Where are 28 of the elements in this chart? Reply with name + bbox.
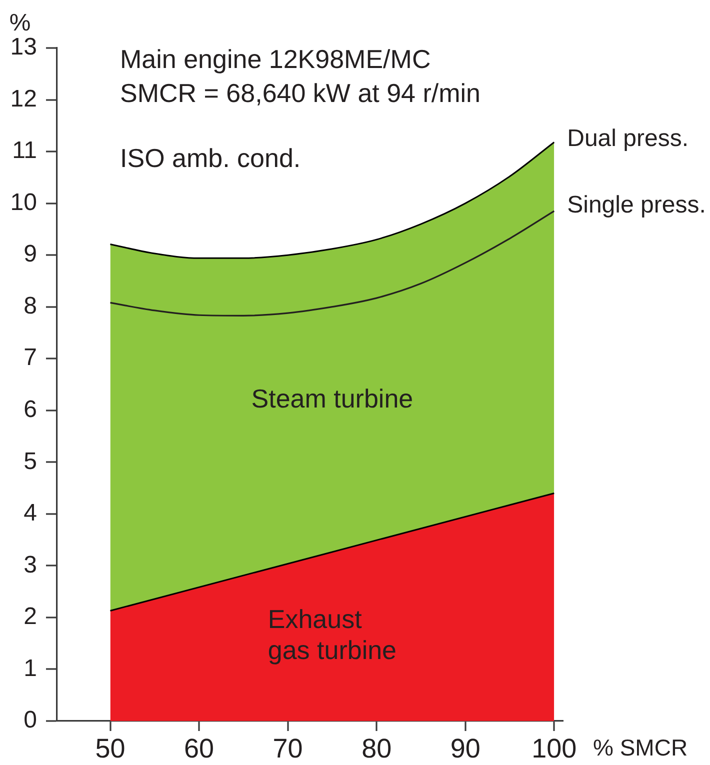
- y-tick-label: 0: [24, 706, 37, 734]
- y-tick-label: 1: [24, 654, 37, 682]
- y-tick-label: 9: [24, 240, 37, 268]
- y-tick-label: 3: [24, 551, 37, 578]
- x-tick-label: 100: [532, 734, 577, 764]
- x-tick-label: 70: [272, 734, 303, 764]
- series-label: Single press.: [567, 192, 706, 219]
- chart-title: Main engine 12K98ME/MC: [120, 44, 431, 74]
- y-tick-label: 6: [24, 396, 37, 424]
- x-tick-label: 50: [95, 734, 126, 764]
- x-tick-label: 80: [362, 734, 392, 764]
- y-tick-label: 2: [24, 603, 37, 630]
- annotation: Dual press.: [567, 124, 689, 152]
- x-axis-title: % SMCR: [593, 734, 688, 760]
- y-tick-label: 11: [12, 137, 37, 164]
- line-series: [109, 210, 555, 316]
- series-label: Exhaust gas turbine: [268, 604, 397, 666]
- x-tick-label: 90: [450, 734, 480, 764]
- series-label: Steam turbine: [251, 384, 414, 414]
- x-tick-label: 60: [184, 734, 214, 764]
- text: SMCR = 68,640 kW at 94 r/min: [120, 78, 481, 108]
- y-tick-label: 5: [24, 448, 37, 475]
- y-tick-label: 4: [24, 500, 37, 527]
- annotation: ISO amb. cond.: [120, 143, 301, 173]
- y-tick-label: 10: [10, 188, 37, 216]
- y-tick-label: 8: [24, 292, 37, 320]
- y-tick-label: 7: [24, 344, 37, 372]
- y-tick-label: 12: [10, 85, 37, 112]
